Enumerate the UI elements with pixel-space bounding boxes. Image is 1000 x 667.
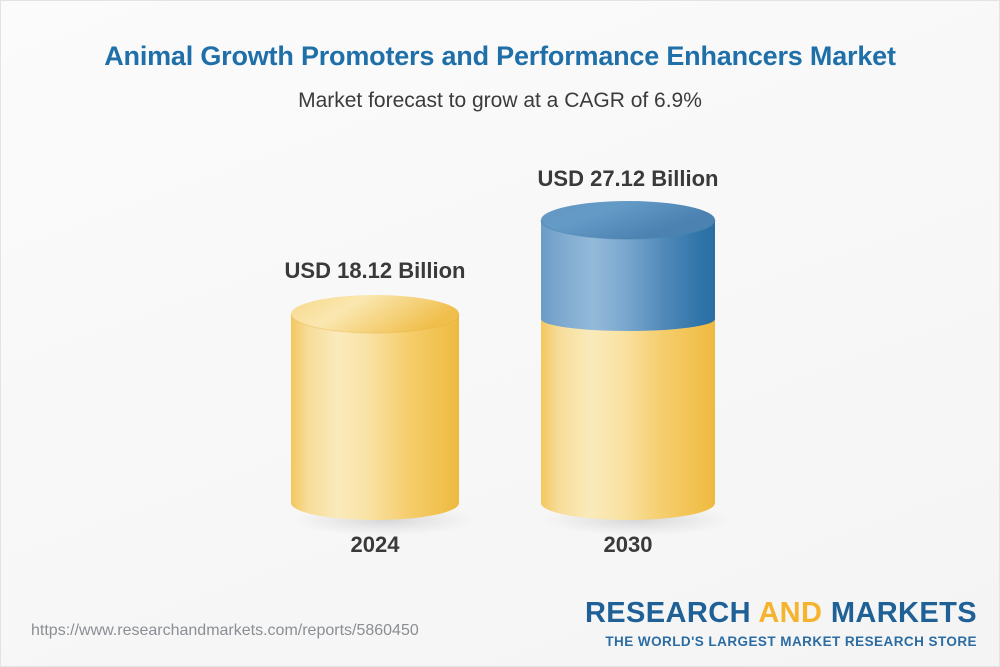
bar-value-label-2030: USD 27.12 Billion — [537, 166, 719, 191]
logo-word-markets: MARKETS — [830, 597, 977, 629]
research-and-markets-logo: RESEARCH AND MARKETS THE WORLD'S LARGEST… — [585, 599, 977, 649]
bar-2030 — [540, 201, 734, 536]
chart-subtitle: Market forecast to grow at a CAGR of 6.9… — [298, 89, 702, 112]
bar-category-label-2024: 2024 — [350, 532, 400, 557]
bar-2030-base-segment — [541, 319, 715, 520]
logo-tagline: THE WORLD'S LARGEST MARKET RESEARCH STOR… — [605, 634, 977, 649]
bar-2024-rim — [290, 313, 460, 334]
bar-2030-rim — [540, 219, 716, 240]
bar-2024-top-cap — [291, 295, 459, 333]
logo-word-and: AND — [758, 597, 823, 629]
source-url[interactable]: https://www.researchandmarkets.com/repor… — [31, 622, 419, 639]
bar-value-label-2024: USD 18.12 Billion — [284, 258, 466, 283]
page-title: Animal Growth Promoters and Performance … — [104, 41, 896, 71]
logo-wordmark: RESEARCH AND MARKETS — [585, 599, 977, 628]
logo-word-research: RESEARCH — [584, 597, 751, 629]
bar-2030-top-cap — [541, 201, 715, 239]
bar-2024 — [290, 295, 478, 536]
bar-category-label-2030: 2030 — [603, 532, 653, 557]
bar-2030-growth-segment — [541, 220, 715, 331]
bar-2024-body — [291, 314, 459, 520]
